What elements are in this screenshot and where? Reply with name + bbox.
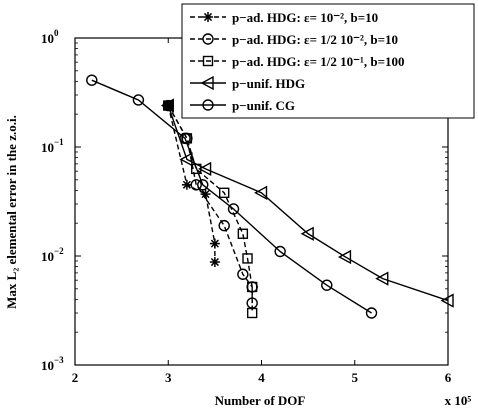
x-axis-ticks: 2 3 4 5 6 [72, 38, 452, 385]
series-5-point [227, 203, 240, 215]
series-markers [86, 74, 454, 319]
x-axis-title: Number of DOF [215, 393, 306, 408]
y-tick-exponent: −1 [54, 137, 64, 147]
y-tick-label: 10−1 [41, 137, 64, 155]
series-3-point [218, 187, 230, 199]
y-tick-label: 100 [41, 28, 59, 46]
legend-entry-1: p−ad. HDG: ε= 10⁻², b=10 [190, 10, 378, 25]
y-tick-base: 10 [41, 249, 54, 264]
series-4-point [254, 185, 268, 200]
y-tick-base: 10 [41, 140, 54, 155]
series-5-point [86, 74, 98, 86]
series-5-point [132, 94, 145, 106]
series-1-point [209, 238, 220, 249]
legend-marker [203, 12, 213, 22]
series-line-5 [91, 79, 372, 314]
x-tick-label: 2 [72, 370, 79, 385]
series-4-point [375, 271, 389, 286]
series-5-point [197, 179, 209, 191]
y-tick-base: 10 [41, 358, 54, 373]
series-line-2 [167, 105, 253, 304]
series-4-point [198, 161, 212, 177]
legend-entry-5: p−unif. CG [190, 98, 295, 113]
y-axis-title: Max L₂ elemental error in the z.o.i. [4, 115, 19, 309]
legend-label: p−ad. HDG: ε= 10⁻², b=10 [232, 10, 378, 25]
series-line-4 [167, 105, 449, 302]
y-tick-label: 10−2 [41, 246, 64, 264]
y-tick-exponent: −2 [54, 246, 64, 256]
series-3-point [237, 228, 249, 239]
series-2-point [237, 268, 249, 280]
series-4-point [337, 249, 352, 265]
x-tick-label: 6 [445, 370, 452, 385]
legend-entry-2: p−ad. HDG: ε= 1/2 10⁻², b=10 [190, 32, 398, 47]
series-2-point [218, 219, 230, 232]
series-5-point [274, 245, 286, 258]
legend-marker [202, 55, 214, 67]
legend: p−ad. HDG: ε= 10⁻², b=10 p−ad. HDG: ε= 1/… [181, 3, 475, 119]
x-tick-label: 4 [258, 370, 265, 385]
y-tick-exponent: −3 [54, 355, 64, 365]
series-2-point [190, 179, 202, 191]
legend-entry-4: p−unif. HDG [190, 75, 305, 91]
legend-marker [200, 75, 214, 91]
start-point-marker [163, 101, 173, 111]
y-tick-base: 10 [41, 31, 54, 46]
x-axis-multiplier: x 10⁵ [445, 393, 472, 408]
series-3-point [242, 253, 253, 264]
legend-entry-3: p−ad. HDG: ε= 1/2 10⁻¹, b=100 [190, 54, 405, 69]
series-5-point [179, 132, 191, 145]
series-1-point [209, 257, 220, 268]
legend-label: p−ad. HDG: ε= 1/2 10⁻², b=10 [232, 32, 398, 47]
series-5-point [321, 279, 333, 291]
series-5-point [365, 307, 378, 319]
legend-box [181, 3, 475, 119]
series-4-point [179, 152, 193, 167]
x-tick-label: 3 [165, 370, 172, 385]
legend-marker [202, 33, 214, 45]
y-tick-exponent: 0 [54, 28, 59, 38]
series-4-point [440, 293, 454, 308]
legend-label: p−unif. CG [232, 98, 295, 113]
series-4-point [300, 226, 314, 241]
y-tick-label: 10−3 [41, 355, 64, 373]
series-3-point [246, 307, 258, 319]
legend-label: p−ad. HDG: ε= 1/2 10⁻¹, b=100 [232, 54, 405, 69]
series-1-point [181, 179, 192, 190]
legend-marker [202, 99, 214, 111]
legend-label: p−unif. HDG [232, 76, 305, 91]
series-3-point [246, 281, 258, 293]
x-tick-label: 5 [352, 370, 359, 385]
series-1-point [200, 189, 211, 200]
